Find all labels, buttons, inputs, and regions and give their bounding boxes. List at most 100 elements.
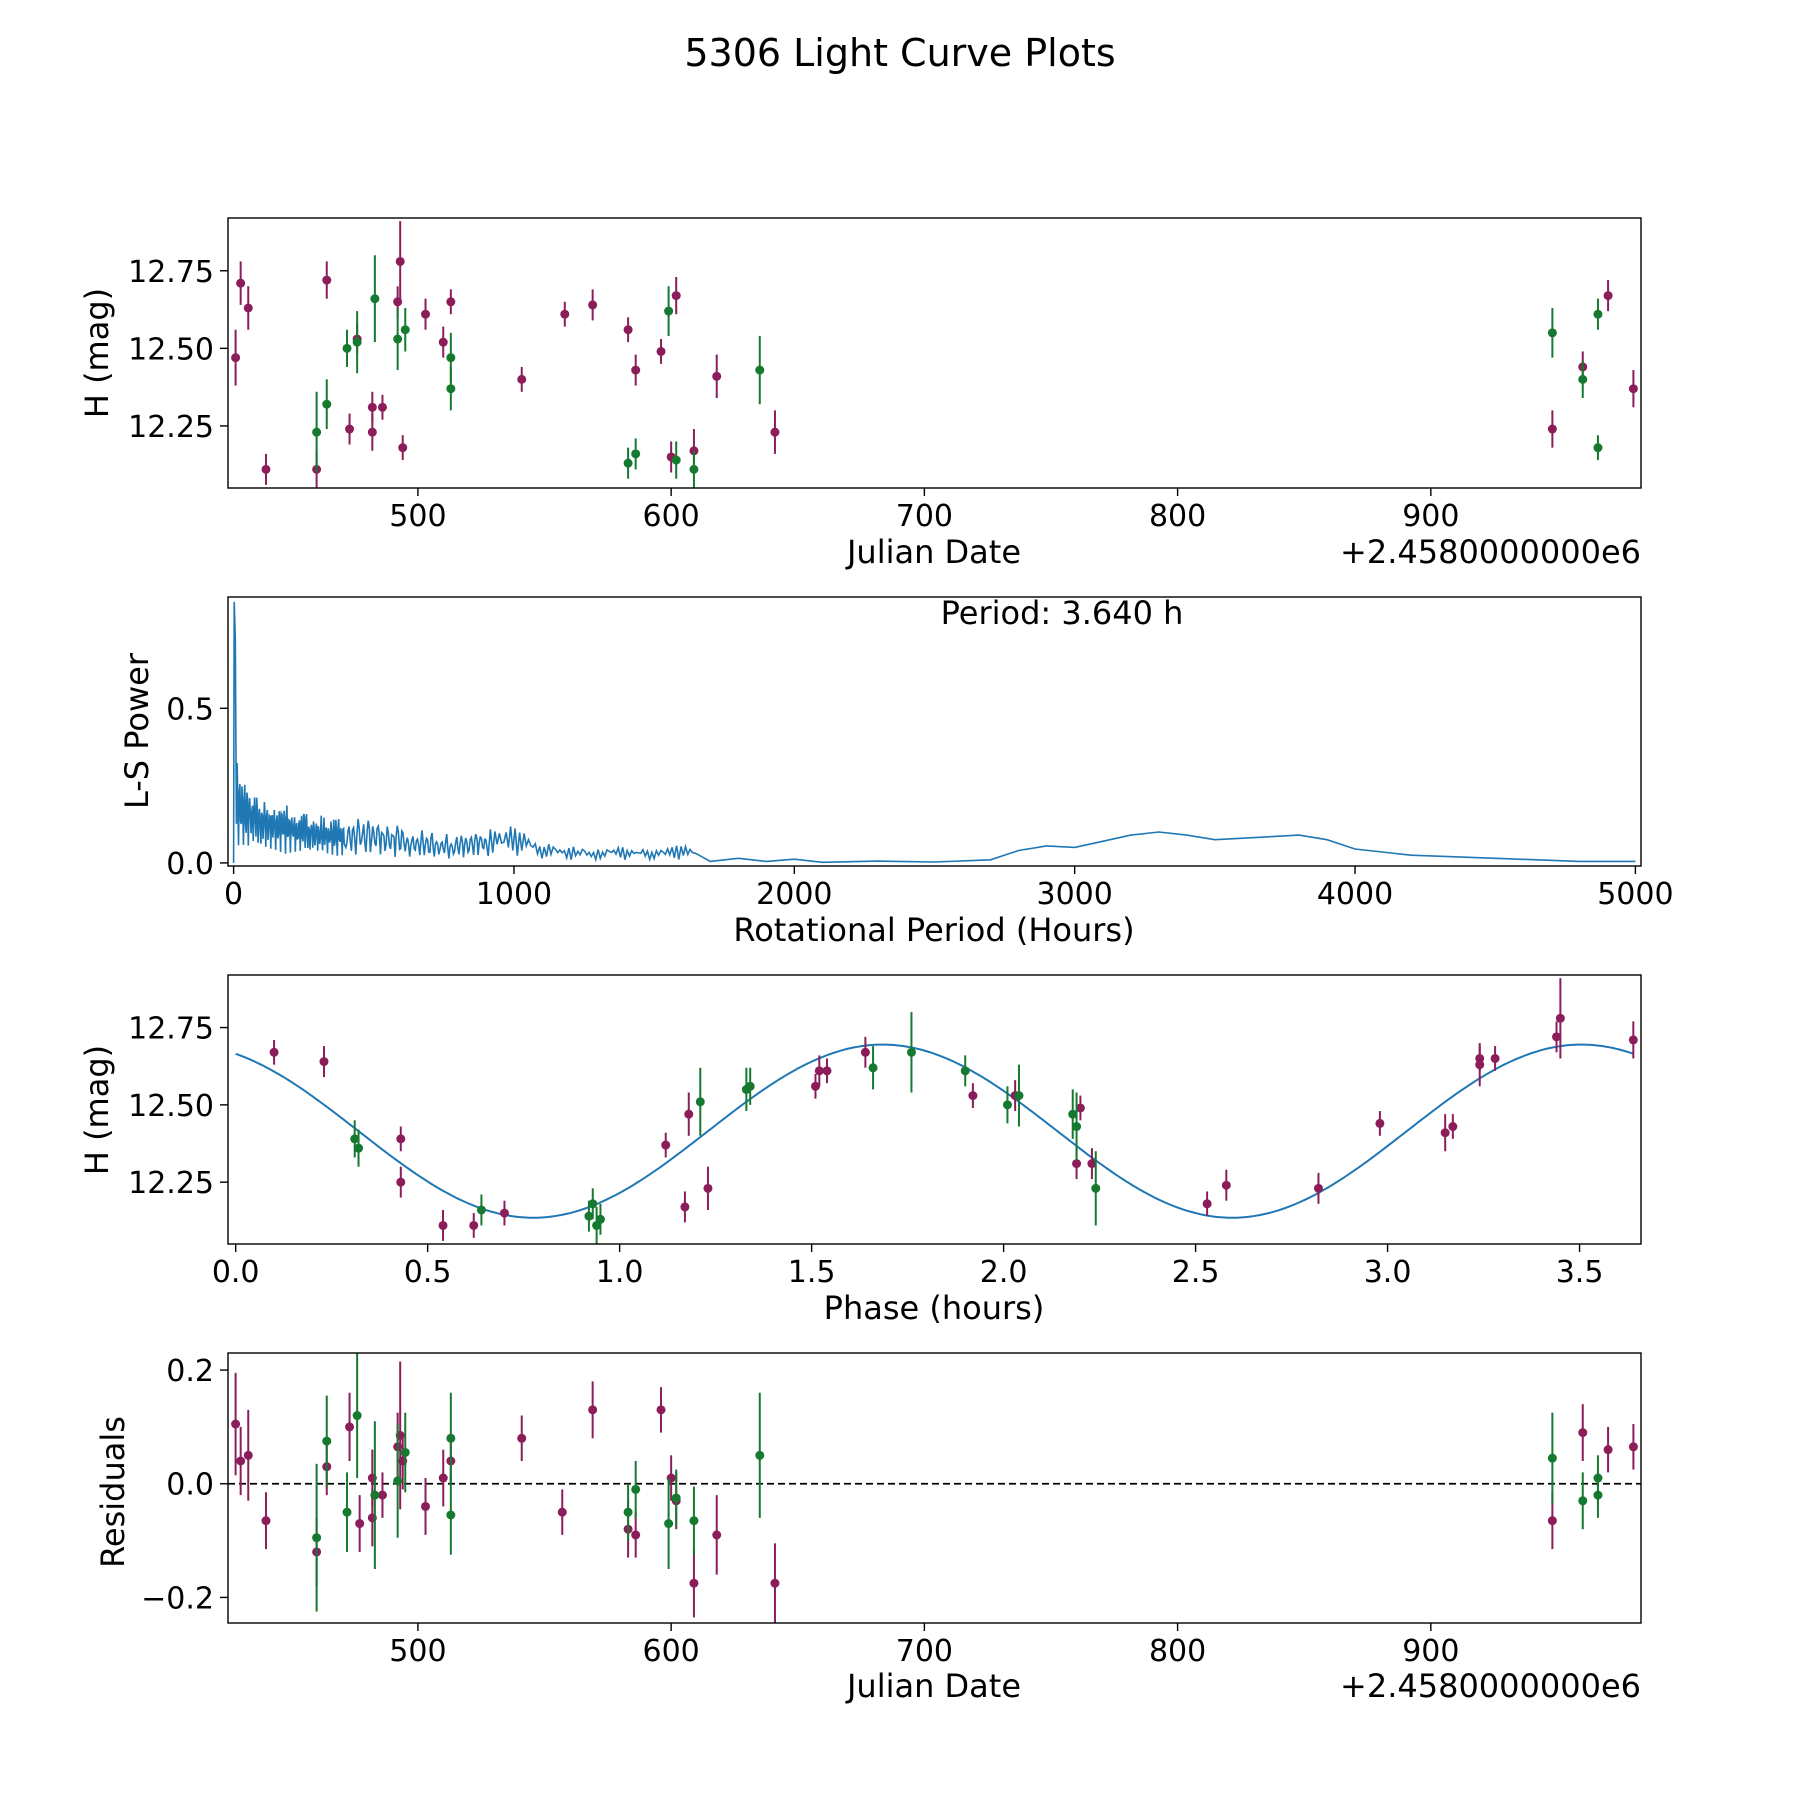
resid-point xyxy=(631,1484,641,1494)
resid-y-tick-label: 0.0 xyxy=(166,1468,214,1503)
resid-point xyxy=(352,1411,362,1421)
phase-frame xyxy=(227,974,1642,1245)
resid-point xyxy=(421,1501,431,1511)
resid-ticks: 500 600 700 800 900 −0.2 0.0 0.2 xyxy=(141,1354,1459,1669)
phase-x-tick-label: 1.0 xyxy=(596,1255,644,1290)
phase-point xyxy=(1091,1183,1101,1193)
phase-point xyxy=(1221,1180,1231,1190)
lc-point xyxy=(367,427,377,437)
resid-y-tick-label: 0.2 xyxy=(166,1354,214,1389)
resid-point xyxy=(342,1507,352,1517)
resid-point xyxy=(1547,1453,1557,1463)
lc-point xyxy=(755,365,765,375)
phase-point xyxy=(1075,1103,1085,1113)
phase-x-tick-label: 2.0 xyxy=(980,1255,1028,1290)
lc-point xyxy=(322,275,332,285)
resid-marks xyxy=(228,1353,1641,1623)
phase-point xyxy=(1440,1128,1450,1138)
phase-point xyxy=(1014,1091,1024,1101)
ls-x-tick-label: 4000 xyxy=(1317,877,1393,912)
resid-point xyxy=(236,1456,246,1466)
panel-periodogram: 0 1000 2000 3000 4000 5000 0.0 0.5 Period: 3.64… xyxy=(118,594,1674,949)
phase-point xyxy=(269,1047,279,1057)
phase-point xyxy=(695,1097,705,1107)
resid-x-axis-label: Julian Date xyxy=(845,1667,1021,1705)
phase-point xyxy=(968,1091,978,1101)
lc-x-offset-label: +2.4580000000e6 xyxy=(1340,533,1641,571)
phase-point xyxy=(1202,1199,1212,1209)
ls-x-tick-label: 1000 xyxy=(476,877,552,912)
resid-point xyxy=(400,1447,410,1457)
resid-point xyxy=(261,1516,271,1526)
phase-point xyxy=(684,1109,694,1119)
resid-x-offset-label: +2.4580000000e6 xyxy=(1340,1667,1641,1705)
lc-point xyxy=(438,337,448,347)
resid-x-tick-label: 700 xyxy=(896,1634,953,1669)
resid-point xyxy=(231,1419,241,1429)
resid-point xyxy=(1547,1516,1557,1526)
resid-point xyxy=(664,1519,674,1529)
lc-x-tick-label: 600 xyxy=(643,499,700,534)
phase-point xyxy=(745,1081,755,1091)
phase-point xyxy=(822,1066,832,1076)
resid-point xyxy=(656,1405,666,1415)
phase-x-axis-label: Phase (hours) xyxy=(824,1289,1045,1327)
ls-frame xyxy=(227,596,1642,867)
ls-x-tick-label: 0 xyxy=(224,877,243,912)
resid-x-tick-label: 900 xyxy=(1402,1634,1459,1669)
lc-point xyxy=(631,365,641,375)
phase-point xyxy=(1555,1013,1565,1023)
resid-point xyxy=(689,1578,699,1588)
phase-point xyxy=(469,1220,479,1230)
lc-marks xyxy=(231,221,1638,488)
lc-point xyxy=(1547,424,1557,434)
periodogram-line xyxy=(232,601,1636,864)
resid-point xyxy=(312,1533,322,1543)
lc-point xyxy=(231,353,241,363)
lc-point xyxy=(671,291,681,301)
phase-y-tick-label: 12.75 xyxy=(128,1012,214,1047)
panel-phase: 0.0 0.5 1.0 1.5 2.0 2.5 3.0 3.512.2512.5012.75 … xyxy=(78,974,1642,1327)
lc-y-tick-label: 12.25 xyxy=(128,410,214,445)
resid-point xyxy=(1593,1490,1603,1500)
resid-point xyxy=(689,1516,699,1526)
lc-point xyxy=(588,300,598,310)
phase-point xyxy=(1375,1118,1385,1128)
resid-x-tick-label: 800 xyxy=(1149,1634,1206,1669)
lc-x-tick-label: 800 xyxy=(1149,499,1206,534)
lc-point xyxy=(342,343,352,353)
lc-point xyxy=(656,346,666,356)
resid-y-tick-label: −0.2 xyxy=(141,1581,214,1616)
resid-point xyxy=(446,1510,456,1520)
lc-ticks: 500 600 700 800 900 12.25 12.50 12.75 xyxy=(128,255,1459,534)
lc-point xyxy=(421,309,431,319)
resid-point xyxy=(1628,1442,1638,1452)
phase-point xyxy=(319,1057,329,1067)
resid-y-axis-label: Residuals xyxy=(94,1416,132,1568)
phase-point xyxy=(810,1081,820,1091)
fit-curve xyxy=(235,1043,1634,1219)
ls-x-tick-label: 3000 xyxy=(1036,877,1112,912)
resid-point xyxy=(1603,1445,1613,1455)
lc-point xyxy=(1593,309,1603,319)
phase-x-tick-label: 2.5 xyxy=(1172,1255,1220,1290)
phase-ticks: 0.0 0.5 1.0 1.5 2.0 2.5 3.0 3.5 12.25 12.50 12.75 xyxy=(128,1012,1603,1290)
phase-point xyxy=(814,1066,824,1076)
lc-point xyxy=(770,427,780,437)
ls-x-axis-label: Rotational Period (Hours) xyxy=(733,911,1134,949)
phase-x-tick-label: 3.5 xyxy=(1556,1255,1604,1290)
ls-marks xyxy=(232,601,1636,864)
lc-point xyxy=(345,424,355,434)
phase-y-axis-label: H (mag) xyxy=(78,1045,116,1175)
phase-point xyxy=(661,1140,671,1150)
lc-point xyxy=(631,449,641,459)
resid-point xyxy=(446,1433,456,1443)
phase-point xyxy=(1628,1035,1638,1045)
lc-x-axis-label: Julian Date xyxy=(845,533,1021,571)
ls-y-tick-label: 0.5 xyxy=(166,692,214,727)
lc-point xyxy=(664,306,674,316)
lc-point xyxy=(1578,374,1588,384)
lc-x-tick-label: 700 xyxy=(896,499,953,534)
ls-y-tick-label: 0.0 xyxy=(166,847,214,882)
